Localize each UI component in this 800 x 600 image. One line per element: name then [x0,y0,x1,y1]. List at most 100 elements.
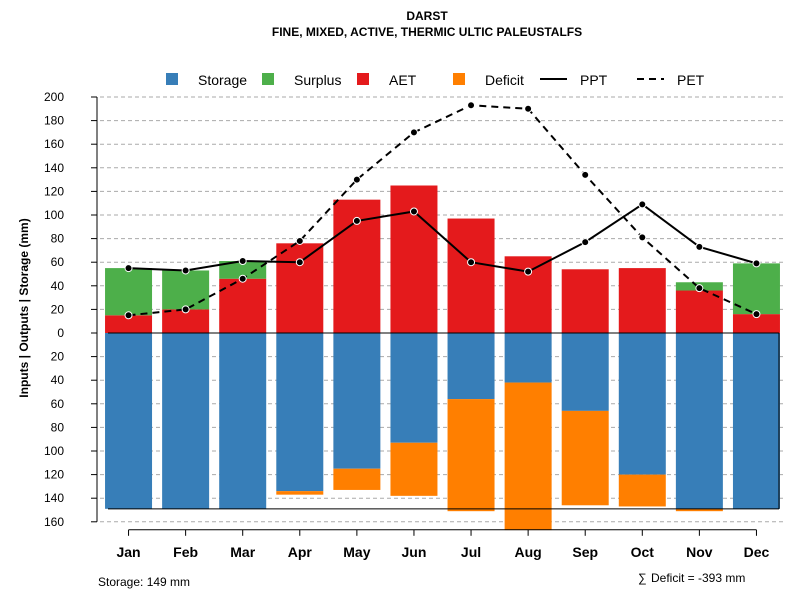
y-tick-label-top-140: 140 [44,161,64,175]
x-tick-label-Feb: Feb [173,544,198,560]
y-tick-label-top-60: 60 [51,255,65,269]
x-axis: Jan Feb Mar Apr May Jun Jul Aug Sep Oct Nov Dec [116,529,770,560]
y-tick-label-top-120: 120 [44,184,64,198]
y-tick-label-top-20: 20 [51,302,65,316]
y-tick-label-bottom-40: 40 [51,373,65,387]
pet-point-Dec [752,310,761,319]
bar-deficit-Jun [390,442,438,496]
bar-storage-Dec [732,333,780,509]
legend-label-ppt: PPT [580,72,608,88]
x-tick-label-Oct: Oct [631,544,655,560]
bar-surplus-Dec [732,263,780,315]
bar-deficit-Aug [504,382,552,531]
y-tick-label-bottom-80: 80 [51,420,65,434]
pet-point-Jul [467,101,476,110]
pet-point-Oct [638,233,647,242]
bar-aet-Dec [732,314,780,333]
legend-label-storage: Storage [198,72,247,88]
x-tick-label-Apr: Apr [288,544,313,560]
footer-storage: Storage: 149 mm [98,575,190,589]
bar-storage-Nov [675,333,723,509]
bar-surplus-Feb [162,270,210,310]
pet-point-Nov [695,284,704,293]
pet-point-Jan [124,311,133,320]
ppt-point-Apr [295,258,304,267]
bar-storage-Jun [390,333,438,443]
bar-deficit-Oct [618,474,666,507]
bar-surplus-Mar [219,261,267,279]
ppt-point-Jul [467,258,476,267]
x-tick-label-Aug: Aug [515,544,542,560]
ppt-line [128,203,757,273]
bars [105,185,780,531]
y-tick-label-bottom-160: 160 [44,515,64,529]
y-tick-label-bottom-60: 60 [51,397,65,411]
y-tick-label-top-200: 200 [44,90,64,104]
bar-storage-Feb [162,333,210,509]
y-tick-label-top-100: 100 [44,208,64,222]
legend-swatch-surplus [262,73,274,85]
ppt-point-Jun [409,207,418,216]
y-tick-label-bottom-140: 140 [44,491,64,505]
bar-aet-Nov [675,290,723,333]
legend-label-deficit: Deficit [485,72,524,88]
bar-deficit-Nov [675,508,723,512]
x-tick-label-Mar: Mar [230,544,255,560]
pet-point-Sep [581,170,590,179]
bar-aet-Oct [618,268,666,333]
bar-aet-Jan [105,315,153,333]
ppt-point-Dec [752,259,761,268]
pet-point-Feb [181,305,190,314]
legend-swatch-deficit [453,73,465,85]
pet-line [128,104,757,317]
y-tick-label-top-40: 40 [51,279,65,293]
bar-storage-Oct [618,333,666,475]
y-tick-label-bottom-20: 20 [51,350,65,364]
y-tick-label-bottom-120: 120 [44,468,64,482]
x-tick-label-May: May [343,544,370,560]
ppt-point-Aug [524,267,533,276]
chart-title: DARST [406,9,448,23]
legend: Storage Surplus AET Deficit PPT PET [166,72,705,88]
bar-storage-Apr [276,333,324,492]
legend-label-pet: PET [677,72,705,88]
ppt-point-May [352,216,361,225]
bar-aet-Feb [162,309,210,333]
pet-point-May [352,175,361,184]
storage-frame [108,332,780,510]
ppt-point-Nov [695,242,704,251]
bar-storage-Jan [105,333,153,509]
ppt-point-Feb [181,266,190,275]
pet-point-Jun [409,128,418,137]
bar-aet-Jul [447,218,495,333]
gridlines [100,96,785,523]
ppt-point-Oct [638,200,647,209]
legend-label-aet: AET [389,72,417,88]
footer-sum-symbol: ∑ [638,571,647,585]
ppt-point-Jan [124,264,133,273]
legend-label-surplus: Surplus [294,72,341,88]
y-tick-label-bottom-100: 100 [44,444,64,458]
bar-deficit-Sep [561,410,609,506]
x-tick-label-Dec: Dec [744,544,770,560]
x-tick-label-Jan: Jan [116,544,140,560]
y-axis: 2001801601401201008060402002040608010012… [44,90,98,529]
y-axis-label: Inputs | Outputs | Storage (mm) [17,218,31,397]
legend-swatch-aet [357,73,369,85]
bar-storage-Jul [447,333,495,400]
ppt-point-Sep [581,238,590,247]
x-tick-label-Jun: Jun [402,544,427,560]
x-tick-label-Nov: Nov [686,544,713,560]
pet-point-Aug [524,104,533,113]
pet-point-Mar [238,274,247,283]
chart-subtitle: FINE, MIXED, ACTIVE, THERMIC ULTIC PALEU… [272,25,582,39]
bar-storage-Aug [504,333,552,383]
y-tick-label-top-80: 80 [51,232,65,246]
bar-surplus-Jan [105,268,153,316]
bar-aet-Sep [561,269,609,333]
bar-deficit-Apr [276,491,324,495]
ppt-point-Mar [238,257,247,266]
series-lines [124,101,761,320]
x-tick-label-Sep: Sep [572,544,598,560]
